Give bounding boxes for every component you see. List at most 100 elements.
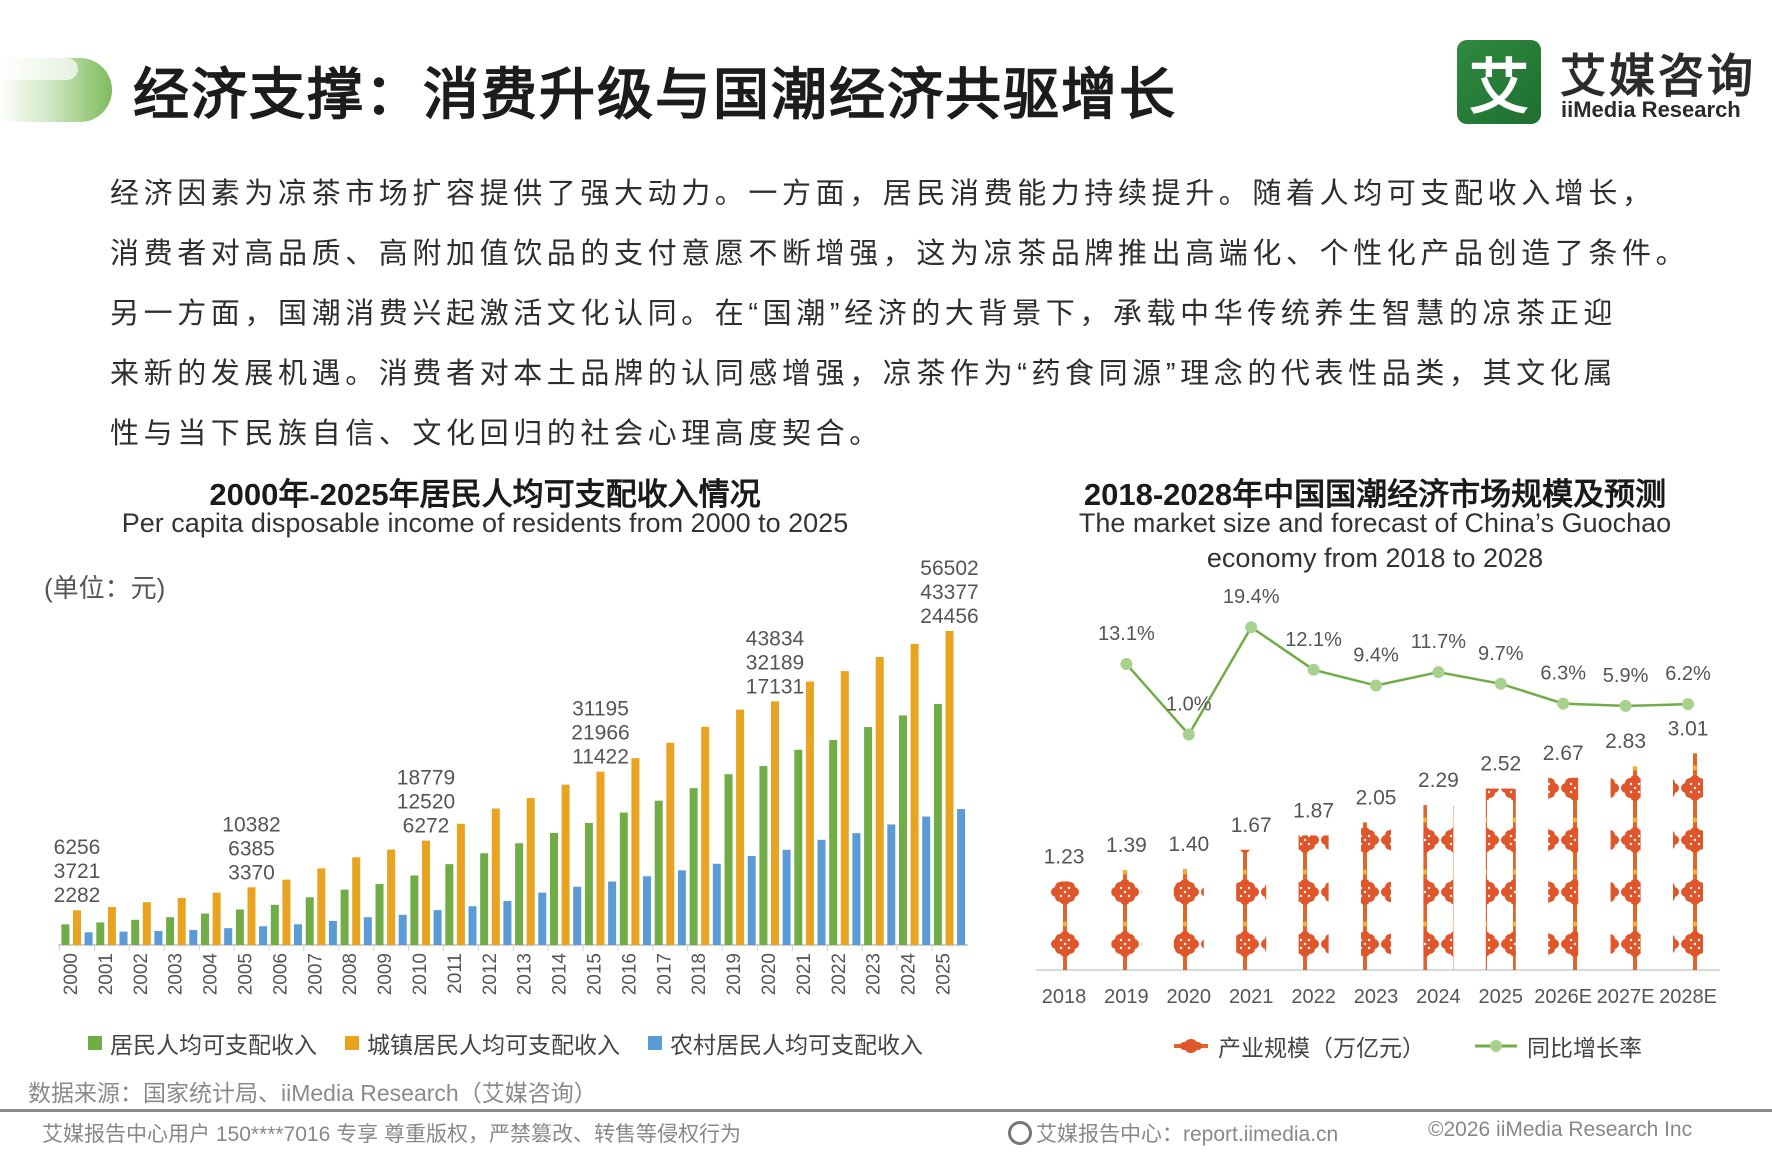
- bar-urban: [282, 879, 291, 945]
- guochao-chart-subtitle-line2: economy from 2018 to 2028: [1206, 543, 1544, 573]
- x-tick-label: 2005: [236, 953, 257, 995]
- body-paragraph-line: 来新的发展机遇。消费者对本土品牌的认同感增强，凉茶作为“药食同源”理念的代表性品…: [110, 358, 1617, 390]
- data-label-urban: 6256: [54, 836, 101, 859]
- x-tick-label: 2019: [1104, 986, 1149, 1008]
- bar-urban: [526, 797, 535, 945]
- bar-national: [235, 909, 244, 945]
- legend-swatch-rural: [648, 1036, 662, 1050]
- bar-national: [166, 917, 175, 945]
- footer-report-center[interactable]: 艾媒报告中心：report.iimedia.cn: [1008, 1118, 1338, 1148]
- footer-report-link[interactable]: 艾媒报告中心：report.iimedia.cn: [1036, 1123, 1339, 1146]
- data-label-national: 12520: [397, 791, 455, 814]
- x-tick-label: 2027E: [1597, 986, 1655, 1008]
- bar-urban: [666, 742, 675, 945]
- growth-point: [1370, 679, 1382, 692]
- growth-point: [1494, 677, 1507, 690]
- data-label-national: 43377: [920, 581, 978, 604]
- x-tick-label: 2018: [1042, 986, 1087, 1008]
- bar-rural: [224, 928, 233, 945]
- logo-text-en: iiMedia Research: [1561, 97, 1741, 122]
- bar-rural: [747, 855, 756, 945]
- bar-urban: [771, 701, 779, 945]
- x-tick-label: 2009: [375, 953, 396, 995]
- globe-icon: [1008, 1121, 1032, 1145]
- growth-label: 19.4%: [1223, 586, 1280, 608]
- bar-urban: [177, 897, 186, 945]
- bar-market-size: [1610, 766, 1641, 970]
- bar-national: [340, 889, 349, 945]
- bar-market-size: [1423, 805, 1454, 970]
- bar-value-label: 1.40: [1168, 833, 1209, 856]
- x-tick-label: 2003: [166, 953, 187, 995]
- bar-urban: [736, 709, 745, 945]
- x-tick-label: 2006: [270, 953, 291, 995]
- line-legend-icon: [1475, 1040, 1517, 1052]
- x-tick-label: 2025: [1479, 986, 1524, 1008]
- data-label-rural: 11422: [572, 746, 629, 769]
- x-tick-label: 2024: [899, 953, 920, 996]
- x-tick-label: 2004: [201, 953, 222, 996]
- x-tick-label: 2022: [1291, 986, 1336, 1008]
- bar-rural: [259, 926, 268, 945]
- growth-point: [1682, 698, 1694, 711]
- x-tick-label: 2002: [131, 953, 152, 995]
- bar-urban: [212, 892, 221, 945]
- bar-national: [445, 864, 454, 945]
- bar-rural: [363, 917, 372, 945]
- bar-urban: [840, 671, 849, 945]
- x-tick-label: 2020: [759, 953, 780, 995]
- legend-label-urban: 城镇居民人均可支配收入: [367, 1032, 620, 1058]
- bar-rural: [328, 920, 337, 945]
- bar-national: [61, 924, 70, 945]
- bar-rural: [398, 914, 407, 945]
- bar-value-label: 2.05: [1356, 786, 1397, 809]
- growth-label: 11.7%: [1411, 631, 1466, 653]
- data-source: 数据来源：国家统计局、iiMedia Research（艾媒咨询）: [28, 1080, 597, 1106]
- x-tick-label: 2000: [61, 953, 82, 995]
- legend-swatch-urban: [345, 1036, 359, 1050]
- bar-rural: [294, 924, 302, 945]
- growth-point: [1432, 666, 1445, 679]
- bar-market-size: [1298, 835, 1329, 970]
- bar-national: [410, 875, 419, 945]
- bar-rural: [817, 839, 826, 945]
- bar-national: [689, 788, 698, 945]
- growth-label: 13.1%: [1098, 623, 1155, 645]
- data-label-rural: 24456: [920, 605, 978, 628]
- growth-label: 5.9%: [1603, 665, 1649, 687]
- bar-rural: [433, 910, 442, 945]
- bar-urban: [73, 910, 81, 945]
- body-paragraph-line: 另一方面，国潮消费兴起激活文化认同。在“国潮”经济的大背景下，承载中华传统养生智…: [110, 298, 1617, 330]
- bar-urban: [805, 681, 814, 945]
- bar-urban: [631, 758, 640, 945]
- growth-point: [1182, 728, 1195, 741]
- guochao-chart-title: 2018-2028年中国国潮经济市场规模及预测: [1083, 477, 1667, 512]
- bar-national: [375, 883, 384, 945]
- data-label-rural: 6272: [403, 815, 450, 838]
- legend-label-scale: 产业规模（万亿元）: [1218, 1035, 1425, 1061]
- data-label-rural: 2282: [54, 884, 101, 907]
- bar-national: [480, 853, 489, 945]
- x-tick-label: 2001: [96, 953, 117, 995]
- bar-rural: [468, 906, 477, 945]
- x-tick-label: 2022: [829, 953, 850, 995]
- x-tick-label: 2019: [724, 953, 745, 995]
- bar-value-label: 2.29: [1418, 769, 1459, 792]
- bar-national: [654, 800, 663, 945]
- x-tick-label: 2023: [1354, 986, 1399, 1008]
- growth-label: 9.7%: [1478, 643, 1524, 665]
- data-label-national: 3721: [54, 860, 101, 883]
- bar-rural: [922, 816, 931, 945]
- growth-point: [1557, 697, 1570, 710]
- bar-urban: [701, 726, 710, 945]
- data-label-urban: 56502: [920, 557, 978, 580]
- bar-rural: [608, 881, 617, 945]
- bar-rural: [887, 824, 896, 945]
- bar-urban: [317, 868, 326, 945]
- bar-national: [724, 774, 733, 945]
- income-chart-unit: (单位：元): [44, 573, 166, 603]
- growth-label: 9.4%: [1353, 645, 1399, 667]
- growth-point: [1307, 663, 1320, 676]
- bar-urban: [247, 887, 256, 945]
